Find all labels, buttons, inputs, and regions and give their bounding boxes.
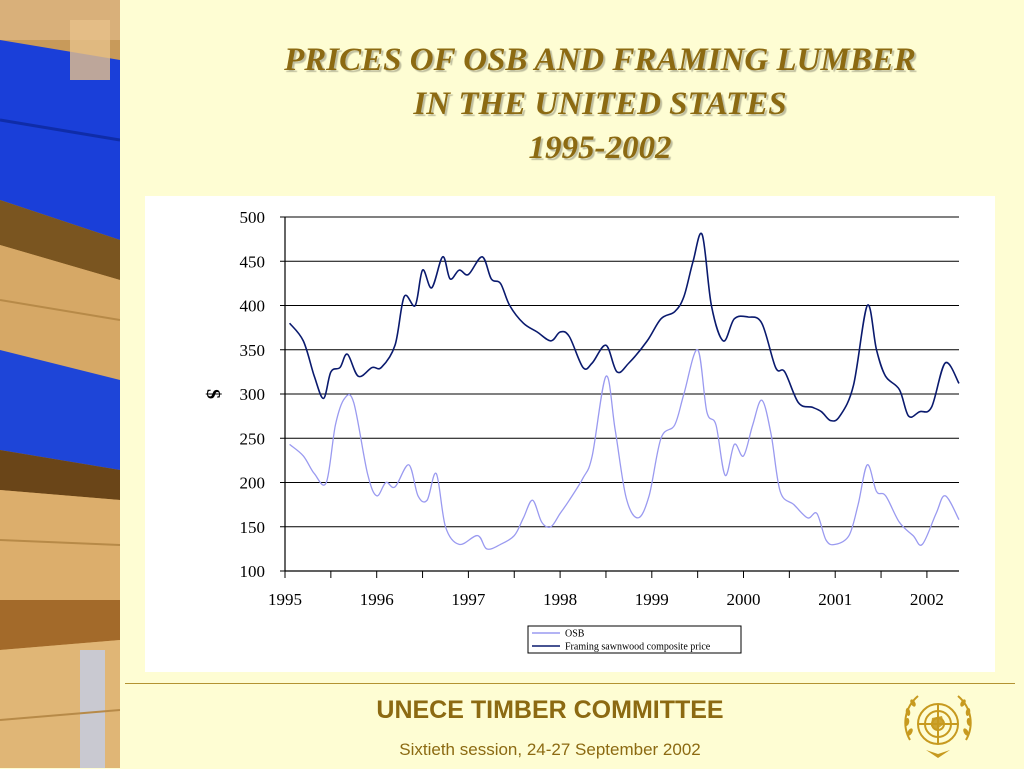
y-tick-label: 500 bbox=[240, 208, 266, 227]
x-tick-label: 2000 bbox=[727, 590, 761, 609]
y-tick-label: 200 bbox=[240, 474, 266, 493]
y-tick-label: 100 bbox=[240, 562, 266, 581]
chart-panel: 100 150 200 250 300 350 400 450 500 1995 1996 1997 1… bbox=[145, 196, 995, 672]
footer-title: UNECE TIMBER COMMITTEE bbox=[376, 696, 724, 724]
decorative-wood-photo-strip bbox=[0, 0, 120, 768]
y-tick-label: 400 bbox=[240, 297, 266, 316]
slide-title-line-3: 1995-2002 bbox=[528, 130, 672, 166]
y-tick-label: 150 bbox=[240, 518, 266, 537]
legend-entry: OSB bbox=[565, 629, 585, 640]
legend-entry: Framing sawnwood composite price bbox=[565, 642, 711, 653]
y-tick-label: 350 bbox=[240, 341, 266, 360]
y-tick-label: 450 bbox=[240, 252, 266, 271]
osb-series-line bbox=[289, 349, 960, 550]
x-tick-label: 1995 bbox=[268, 590, 302, 609]
legend-box bbox=[527, 625, 742, 654]
slide-title-line-1: PRICES OF OSB AND FRAMING LUMBER bbox=[284, 42, 916, 78]
y-tick-label: 300 bbox=[240, 385, 266, 404]
line-chart: 100 150 200 250 300 350 400 450 500 1995 1996 1997 1… bbox=[202, 208, 960, 654]
x-tick-label: 2002 bbox=[910, 590, 944, 609]
slide-title: PRICES OF OSB AND FRAMING LUMBER IN THE … bbox=[200, 38, 1000, 170]
x-tick-label: 1997 bbox=[451, 590, 486, 609]
x-tick-label: 2001 bbox=[818, 590, 852, 609]
slide-title-line-2: IN THE UNITED STATES bbox=[413, 86, 787, 122]
framing-series-line bbox=[288, 232, 960, 422]
y-axis-label: $ bbox=[202, 389, 224, 399]
footer-divider bbox=[125, 683, 1015, 684]
y-tick-label: 250 bbox=[240, 429, 266, 448]
x-tick-label: 1996 bbox=[360, 590, 394, 609]
x-tick-label: 1999 bbox=[635, 590, 669, 609]
un-emblem-icon bbox=[896, 688, 980, 764]
x-tick-label: 1998 bbox=[543, 590, 577, 609]
footer-subtitle: Sixtieth session, 24-27 September 2002 bbox=[399, 740, 701, 759]
